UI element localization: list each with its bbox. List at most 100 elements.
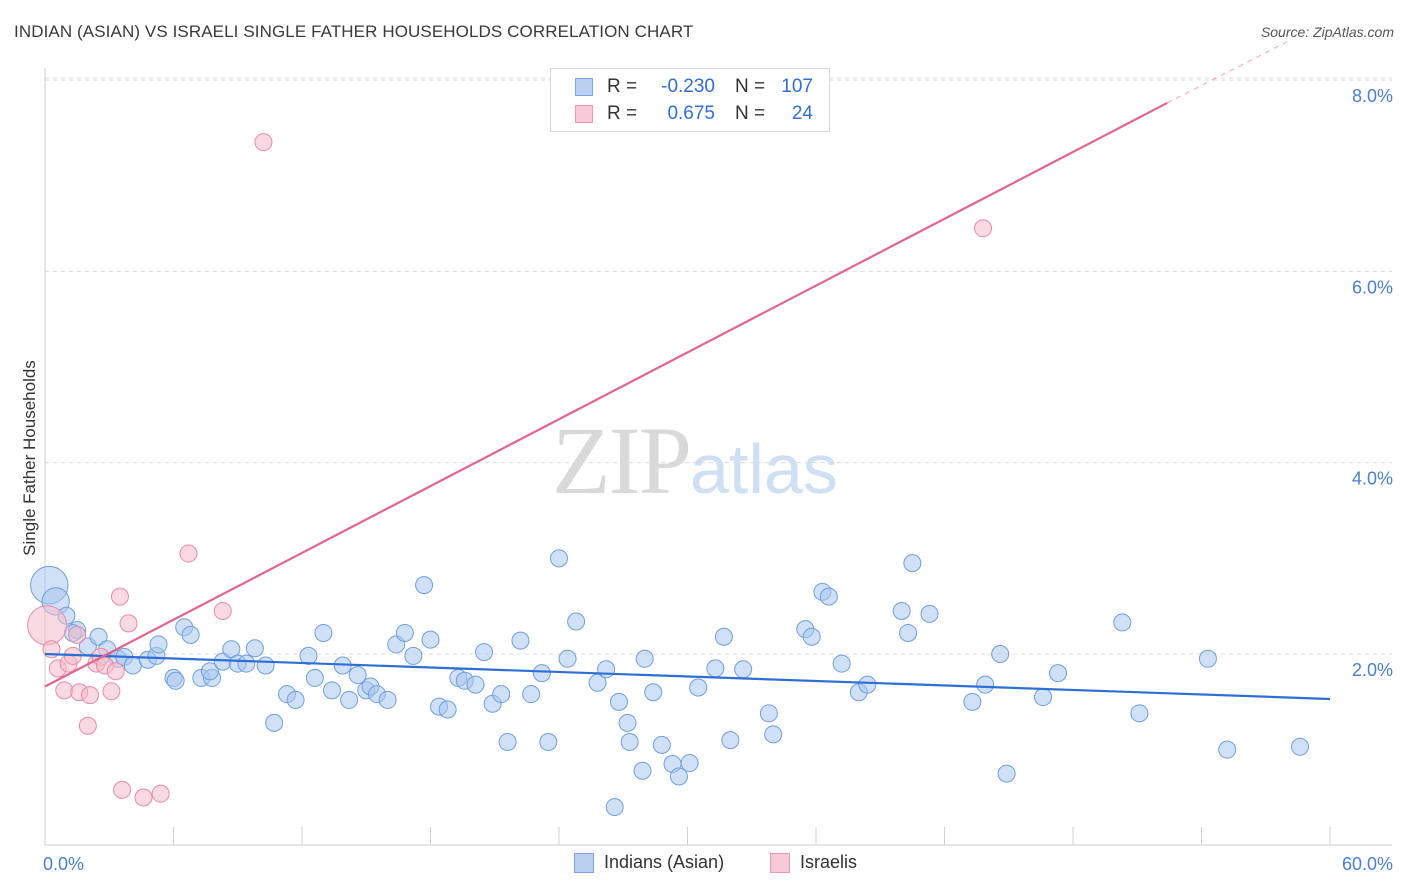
indians-asian-point [802,627,821,646]
israelis-point [213,601,232,620]
indians-asian-point [920,604,939,623]
israelis-point [78,716,97,735]
indians-asian-point [348,666,367,685]
indians-asian-point [899,623,918,642]
x-tick-label-min: 0.0% [43,854,84,874]
indians-asian-point [1218,740,1237,759]
indians-asian-point [759,704,778,723]
correlation-legend: R = -0.230 N = 107 R = 0.675 N = 24 [550,68,830,132]
indians-asian-point [689,678,708,697]
legend-item-indians: Indians (Asian) [574,852,724,873]
israelis-point [55,681,74,700]
series-legend: Indians (Asian) Israelis [0,852,1406,876]
watermark-zip: ZIP [552,407,692,514]
y-tick-label: 2.0% [1352,660,1393,680]
indians-asian-point [734,660,753,679]
y-tick-label: 6.0% [1352,277,1393,297]
legend-item-israelis: Israelis [770,852,857,873]
indians-asian-point [903,554,922,573]
indians-asian-point [511,631,530,650]
source-credit: Source: ZipAtlas.com [1260,24,1394,40]
indians-asian-point [438,700,457,719]
indians-asian-point [539,733,558,752]
israelis-point [102,682,121,701]
indians-asian-point [714,627,733,646]
chart-title: INDIAN (ASIAN) VS ISRAELI SINGLE FATHER … [14,22,694,41]
israelis-trend-line [44,101,1168,688]
indians-asian-point [858,675,877,694]
indians-asian-point [652,735,671,754]
israelis-point [151,784,170,803]
indians-asian-point [644,683,663,702]
legend-row-israelis: R = 0.675 N = 24 [575,102,813,126]
axes [44,68,1392,846]
legend-r-label: R = [607,76,638,97]
israelis-point [134,788,153,807]
israelis-point [110,587,129,606]
x-tick-label-max: 60.0% [1342,854,1393,874]
indians-asian-point [123,656,142,675]
indians-asian-point [492,685,511,704]
indians-asian-point [706,659,725,678]
israelis-point [974,219,993,238]
legend-swatch-indians [575,78,593,96]
indians-asian-point [237,654,256,673]
indians-asian-point [609,692,628,711]
watermark: ZIPatlas [552,405,838,516]
grid-lines [45,77,1392,655]
indians-asian-point [618,713,637,732]
israelis-point [68,625,87,644]
indians-asian-point [597,660,616,679]
indians-asian-point [265,713,284,732]
israelis-point [106,662,125,681]
indians-asian-points [30,549,1310,817]
indians-asian-point [89,627,108,646]
indians-asian-point [997,764,1016,783]
indians-asian-point [605,798,624,817]
legend-n-label: N = [735,76,766,97]
indians-asian-point [322,681,341,700]
indians-asian-point [200,662,219,681]
legend-r-value: 0.675 [667,103,715,124]
indians-asian-point [963,692,982,711]
indians-asian-point [976,675,995,694]
indians-asian-point [475,643,494,662]
indians-asian-point [256,656,275,675]
watermark-atlas: atlas [690,430,838,508]
legend-n-value: 24 [791,103,813,124]
legend-n-value: 107 [781,76,813,97]
y-tick-label: 4.0% [1352,469,1393,489]
indians-asian-point [421,630,440,649]
indians-asian-trend-line [44,652,1331,701]
y-tick-label: 8.0% [1352,86,1393,106]
legend-label-israelis: Israelis [800,852,858,872]
indians-asian-point [404,646,423,665]
israelis-points [27,133,993,807]
tick-labels: 2.0% 4.0% 6.0% 8.0% 0.0% 60.0% [43,86,1393,874]
legend-n-label: N = [735,103,766,124]
indians-asian-point [166,671,185,690]
israelis-trend-extension [1166,41,1288,104]
trend-lines [44,41,1331,701]
indians-asian-point [620,733,639,752]
indians-asian-point [1113,613,1132,632]
indians-asian-point [498,733,517,752]
indians-asian-point [991,645,1010,663]
legend-swatch-israelis [575,105,593,123]
legend-r-label: R = [607,103,638,124]
indians-asian-point [1198,649,1217,668]
y-axis-label: Single Father Households [20,360,39,556]
indians-asian-point [832,654,851,673]
indians-asian-point [721,731,740,750]
indians-asian-point [466,675,485,694]
israelis-point [113,780,132,799]
indians-asian-point [550,549,568,568]
indians-asian-point [764,725,783,744]
indians-asian-point [522,685,541,704]
indians-asian-point [149,635,168,654]
indians-asian-point [633,761,652,780]
indians-asian-point [1034,688,1053,707]
indians-asian-point [245,639,264,658]
israelis-point [119,614,138,633]
indians-asian-point [415,576,434,595]
